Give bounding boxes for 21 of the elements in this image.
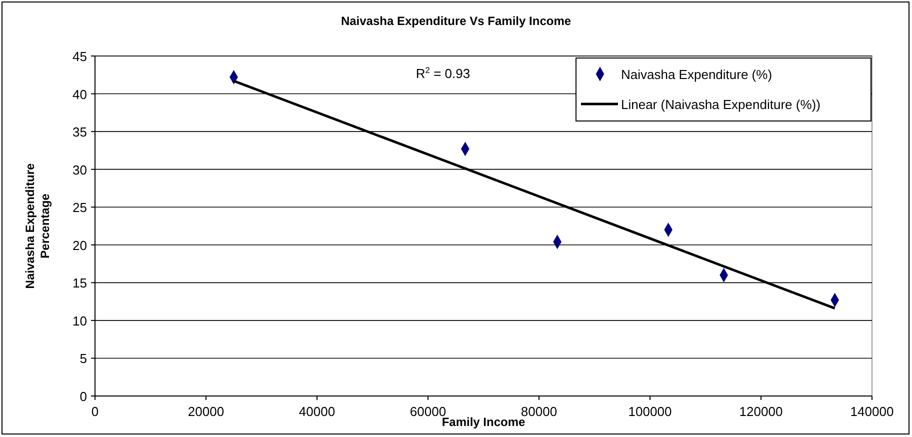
y-tick-label: 20 <box>72 238 87 253</box>
y-tick-label: 25 <box>72 200 87 216</box>
legend-label: Linear (Naivasha Expenditure (%)) <box>621 97 820 112</box>
x-tick-label: 20000 <box>188 404 224 419</box>
y-tick-label: 35 <box>72 124 87 140</box>
x-tick-label: 0 <box>91 404 99 419</box>
y-tick-label: 45 <box>72 49 87 64</box>
x-tick-label: 140000 <box>850 404 894 419</box>
legend-label: Naivasha Expenditure (%) <box>621 67 772 82</box>
x-tick-label: 120000 <box>739 404 783 419</box>
y-tick-label: 30 <box>72 162 87 178</box>
chart-title: Naivasha Expenditure Vs Family Income <box>340 14 572 28</box>
y-axis-title: Naivasha Expenditure Percentage <box>23 162 52 289</box>
y-tick-label: 5 <box>80 351 87 366</box>
y-tick-label: 15 <box>72 276 87 291</box>
x-tick-label: 100000 <box>628 404 672 419</box>
x-tick-label: 40000 <box>298 404 336 419</box>
y-tick-label: 40 <box>72 86 87 102</box>
y-tick-label: 0 <box>80 389 87 404</box>
annotation: R$^{2}$ = 0.93 <box>416 65 470 81</box>
y-tick-label: 10 <box>72 313 87 328</box>
